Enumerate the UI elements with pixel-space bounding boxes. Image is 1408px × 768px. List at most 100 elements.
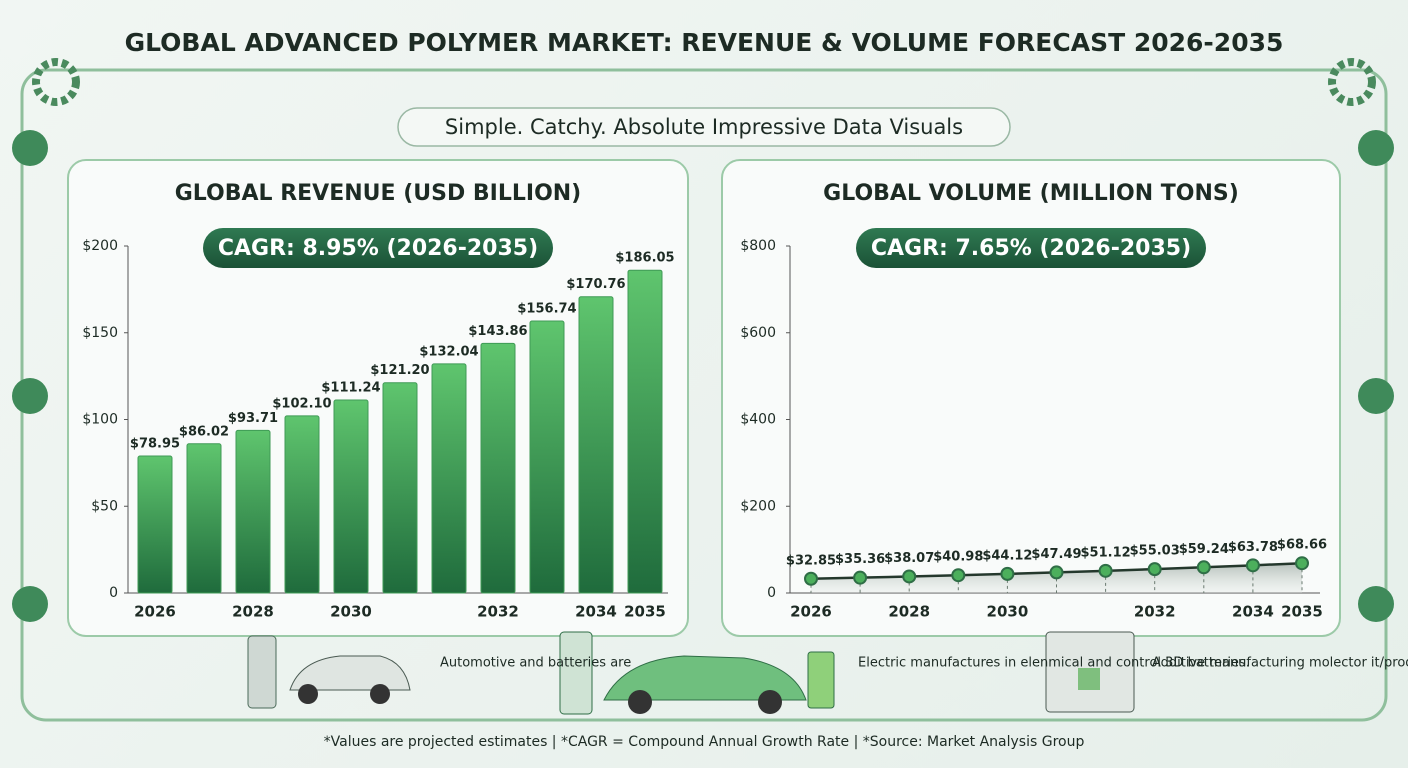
x-tick-label: 2028 <box>232 603 274 621</box>
x-tick-label: 2032 <box>477 603 519 621</box>
data-label: $143.86 <box>468 324 527 339</box>
point <box>902 569 917 584</box>
data-label: $121.20 <box>370 363 429 378</box>
data-label: $63.78 <box>1228 540 1278 555</box>
x-tick-label: 2035 <box>624 603 666 621</box>
caption: Electric manufactures in elenmical and c… <box>858 656 1250 671</box>
icon <box>1358 586 1394 622</box>
x-tick-label: 2035 <box>1281 603 1323 621</box>
x-tick-label: 2034 <box>575 603 617 621</box>
icon <box>1358 378 1394 414</box>
car-icon <box>603 655 807 701</box>
y-tick-label: 0 <box>109 585 118 601</box>
gear <box>1328 58 1376 106</box>
bar <box>431 363 467 594</box>
point <box>853 570 868 585</box>
data-label: $78.95 <box>130 437 180 452</box>
cagr-pill <box>203 228 553 268</box>
point <box>1295 556 1309 571</box>
chart-title: GLOBAL VOLUME (MILLION TONS) <box>823 181 1239 206</box>
data-label: $32.85 <box>786 553 836 568</box>
panel <box>721 159 1341 637</box>
icon <box>1358 130 1394 166</box>
icon <box>12 586 48 622</box>
chart-title: GLOBAL REVENUE (USD BILLION) <box>175 181 581 206</box>
y-tick-label: 0 <box>767 585 776 601</box>
bar <box>186 443 222 594</box>
y-tick-label: $200 <box>740 498 776 514</box>
data-label: $93.71 <box>228 411 278 426</box>
wheel <box>370 684 390 704</box>
bar <box>284 415 320 594</box>
gear <box>32 58 80 106</box>
data-label: $86.02 <box>179 424 229 439</box>
data-label: $59.24 <box>1179 542 1229 557</box>
x-tick-label: 2030 <box>330 603 372 621</box>
data-label: $156.74 <box>517 302 576 317</box>
x-tick-label: 2026 <box>790 603 832 621</box>
bar <box>382 382 418 594</box>
icon <box>12 378 48 414</box>
data-label: $170.76 <box>566 277 625 292</box>
data-label: $111.24 <box>321 380 380 395</box>
point <box>1245 558 1260 573</box>
point <box>1000 566 1015 581</box>
cagr-pill <box>856 228 1206 268</box>
x-tick-label: 2030 <box>987 603 1029 621</box>
battery-icon <box>807 651 835 709</box>
data-label: $55.03 <box>1130 544 1180 559</box>
subtitle-pill <box>397 107 1011 147</box>
cagr-label: CAGR: 7.65% (2026-2035) <box>871 236 1191 261</box>
caption: Additive manufacturing molector it/produ… <box>1152 656 1408 671</box>
data-label: $47.49 <box>1031 547 1081 562</box>
data-label: $38.07 <box>884 551 934 566</box>
footnote: *Values are projected estimates | *CAGR … <box>324 734 1085 750</box>
x-tick-label: 2026 <box>134 603 176 621</box>
page-title: GLOBAL ADVANCED POLYMER MARKET: REVENUE … <box>125 28 1284 57</box>
data-label: $51.12 <box>1081 545 1131 560</box>
data-label: $186.05 <box>615 251 674 266</box>
charger-icon <box>559 631 593 715</box>
charger-icon <box>247 635 277 709</box>
y-tick-label: $150 <box>82 325 118 341</box>
bar <box>578 296 614 594</box>
x-tick-label: 2032 <box>1134 603 1176 621</box>
cagr-label: CAGR: 8.95% (2026-2035) <box>218 236 538 261</box>
bar <box>627 269 663 594</box>
y-tick-label: $800 <box>740 238 776 254</box>
data-label: $68.66 <box>1277 538 1327 553</box>
bar <box>529 320 565 594</box>
x-tick-label: 2028 <box>888 603 930 621</box>
point <box>1098 563 1113 578</box>
data-label: $102.10 <box>272 396 331 411</box>
x-tick-label: 2034 <box>1232 603 1274 621</box>
data-label: $44.12 <box>982 548 1032 563</box>
wheel <box>758 690 782 714</box>
subtitle: Simple. Catchy. Absolute Impressive Data… <box>445 115 963 139</box>
car-icon <box>289 655 411 691</box>
wheel <box>628 690 652 714</box>
data-label: $40.98 <box>933 550 983 565</box>
y-tick-label: $50 <box>91 498 118 514</box>
y-tick-label: $400 <box>740 412 776 428</box>
data-label: $132.04 <box>419 344 478 359</box>
wheel <box>298 684 318 704</box>
bar <box>137 455 173 594</box>
icon <box>12 130 48 166</box>
point <box>804 571 818 586</box>
point <box>1049 565 1064 580</box>
y-tick-label: $600 <box>740 325 776 341</box>
point <box>1147 562 1162 577</box>
y-tick-label: $100 <box>82 412 118 428</box>
y-tick-label: $200 <box>82 238 118 254</box>
bar <box>333 399 369 594</box>
cube-icon <box>1078 668 1100 690</box>
point <box>1196 560 1211 575</box>
point <box>951 568 966 583</box>
bar <box>480 342 516 594</box>
data-label: $35.36 <box>835 552 885 567</box>
caption: Automotive and batteries are <box>440 656 631 671</box>
bar <box>235 429 271 594</box>
